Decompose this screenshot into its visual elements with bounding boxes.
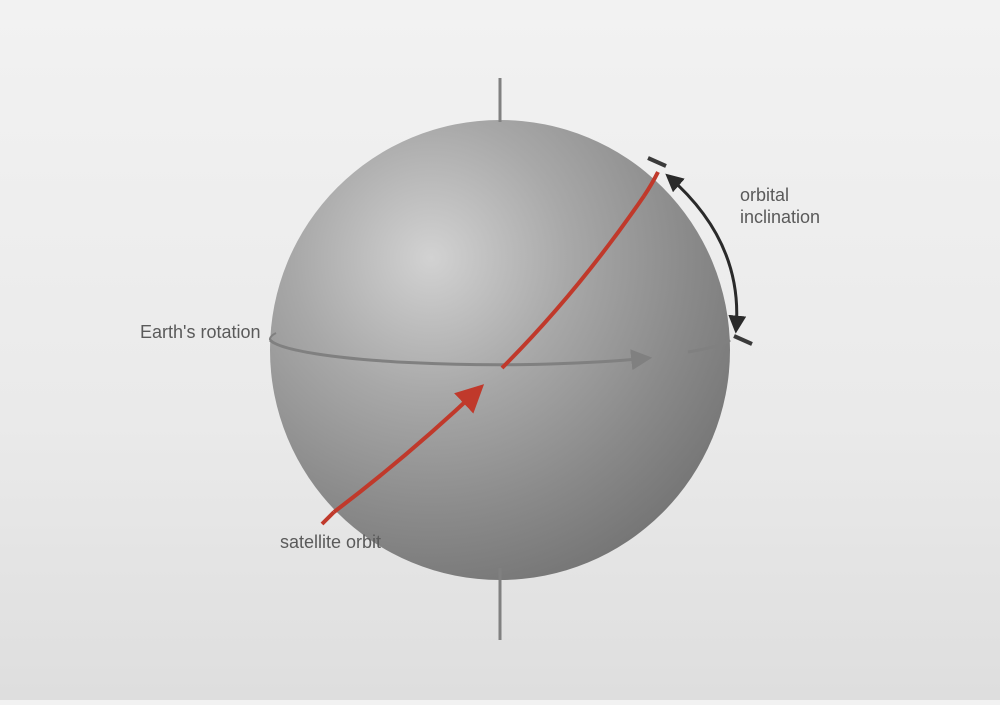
label-satellite-orbit: satellite orbit	[280, 532, 381, 554]
diagram-svg	[0, 0, 1000, 700]
orbit-tail-lower	[322, 512, 334, 524]
tick-orbit-top	[648, 158, 666, 166]
orbital-diagram: Earth's rotation satellite orbit orbital…	[0, 0, 1000, 700]
tick-equator-right	[734, 336, 752, 344]
earth-sphere	[270, 120, 730, 580]
label-earth-rotation: Earth's rotation	[140, 322, 261, 344]
label-orbital-inclination: orbital inclination	[740, 185, 860, 228]
